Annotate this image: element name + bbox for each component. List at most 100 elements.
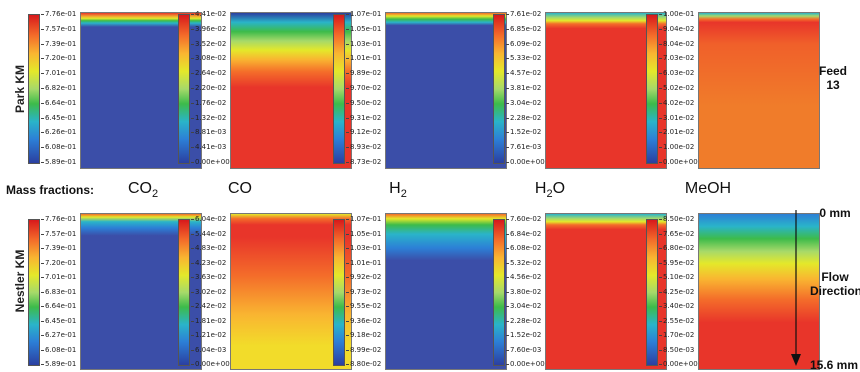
colorbar-bottom-co bbox=[178, 219, 190, 366]
species-h2o: H2O bbox=[534, 180, 566, 201]
colorbar-tick-label: 3.63e-02 bbox=[190, 273, 227, 281]
colorbar-tick-label: 2.28e-02 bbox=[505, 113, 542, 122]
flow-direction-label: Flow Direction bbox=[810, 270, 860, 298]
colorbar-tick-label: 1.05e-01 bbox=[345, 24, 382, 33]
colorbar-tick-label: 0.00e+00 bbox=[659, 360, 698, 368]
colorbar-tick-label: 9.55e-02 bbox=[345, 302, 382, 310]
colorbar-tick-label: 7.76e-01 bbox=[40, 215, 77, 223]
colorbar-ticks-bottom-meoh: 8.50e-02 7.65e-02 6.80e-02 5.95e-02 5.10e-02… bbox=[658, 215, 715, 368]
colorbar-tick-label: 4.41e-02 bbox=[190, 10, 227, 18]
colorbar-tick-label: 2.55e-02 bbox=[658, 316, 695, 325]
colorbar-tick-label: 2.28e-02 bbox=[505, 316, 542, 325]
colorbar-tick-label: 1.00e-02 bbox=[658, 143, 695, 152]
colorbar-bottom-h2 bbox=[333, 219, 345, 366]
colorbar-tick-label: 6.82e-01 bbox=[40, 84, 77, 92]
contour-bottom-meoh bbox=[698, 213, 820, 370]
colorbar-tick-label: 7.60e-03 bbox=[505, 345, 542, 354]
colorbar-ticks-top-co: 4.41e-02 3.96e-02 3.52e-02 3.08e-02 2.64e-02… bbox=[190, 10, 247, 166]
colorbar-tick-label: 2.64e-02 bbox=[190, 69, 227, 78]
colorbar-top-co2 bbox=[28, 14, 40, 164]
colorbar-tick-label: 8.50e-03 bbox=[658, 345, 695, 354]
colorbar-tick-label: 6.45e-01 bbox=[40, 113, 77, 122]
colorbar-tick-label: 1.05e-01 bbox=[345, 229, 382, 238]
colorbar-top-h2o bbox=[493, 14, 505, 164]
species-co2: CO2 bbox=[127, 180, 159, 201]
colorbar-tick-label: 4.02e-02 bbox=[658, 98, 695, 107]
colorbar-tick-label: 1.07e-01 bbox=[345, 10, 382, 18]
colorbar-tick-label: 2.42e-02 bbox=[190, 302, 227, 310]
colorbar-tick-label: 9.70e-02 bbox=[345, 84, 382, 92]
colorbar-tick-label: 1.07e-01 bbox=[345, 215, 382, 223]
species-co: CO bbox=[228, 180, 252, 197]
colorbar-tick-label: 7.20e-01 bbox=[40, 258, 77, 267]
colorbar-tick-label: 3.02e-02 bbox=[190, 287, 227, 296]
colorbar-tick-label: 9.50e-02 bbox=[345, 98, 382, 107]
colorbar-bottom-h2o bbox=[493, 219, 505, 366]
colorbar-tick-label: 8.93e-02 bbox=[345, 143, 382, 152]
colorbar-tick-label: 1.01e-01 bbox=[345, 54, 382, 63]
colorbar-tick-label: 5.95e-02 bbox=[658, 258, 695, 267]
colorbar-tick-label: 1.00e-01 bbox=[658, 10, 695, 18]
colorbar-tick-label: 5.33e-02 bbox=[505, 54, 542, 63]
mass-fractions-label: Mass fractions: bbox=[6, 183, 95, 197]
contour-top-co bbox=[230, 12, 352, 169]
colorbar-tick-label: 5.89e-01 bbox=[40, 360, 77, 368]
colorbar-tick-label: 0.00e+00 bbox=[659, 158, 698, 166]
colorbar-tick-label: 7.39e-01 bbox=[40, 39, 77, 48]
colorbar-tick-label: 5.32e-02 bbox=[505, 258, 542, 267]
colorbar-tick-label: 7.01e-01 bbox=[40, 69, 77, 78]
colorbar-tick-label: 7.01e-01 bbox=[40, 273, 77, 281]
colorbar-top-meoh bbox=[646, 14, 658, 164]
colorbar-tick-label: 7.57e-01 bbox=[40, 229, 77, 238]
colorbar-bottom-meoh bbox=[646, 219, 658, 366]
colorbar-tick-label: 5.89e-01 bbox=[40, 158, 77, 166]
colorbar-tick-label: 4.57e-02 bbox=[505, 69, 542, 78]
colorbar-ticks-bottom-h2: 1.07e-01 1.05e-01 1.03e-01 1.01e-01 9.92e-02… bbox=[345, 215, 402, 368]
colorbar-tick-label: 5.02e-02 bbox=[658, 84, 695, 92]
colorbar-ticks-bottom-co: 6.04e-02 5.44e-02 4.83e-02 4.23e-02 3.63e-02… bbox=[190, 215, 247, 368]
colorbar-tick-label: 2.01e-02 bbox=[658, 128, 695, 137]
colorbar-ticks-top-h2o: 7.61e-02 6.85e-02 6.09e-02 5.33e-02 4.57e-02… bbox=[505, 10, 562, 166]
colorbar-tick-label: 4.83e-02 bbox=[190, 244, 227, 252]
colorbar-tick-label: 7.39e-01 bbox=[40, 244, 77, 252]
colorbar-ticks-top-meoh: 1.00e-01 9.04e-02 8.04e-02 7.03e-02 6.03e-02… bbox=[658, 10, 715, 166]
colorbar-tick-label: 3.80e-02 bbox=[505, 287, 542, 296]
flow-direction-arrow bbox=[791, 210, 801, 366]
colorbar-tick-label: 9.04e-02 bbox=[658, 24, 695, 33]
colorbar-tick-label: 6.03e-02 bbox=[658, 69, 695, 78]
colorbar-tick-label: 1.03e-01 bbox=[345, 244, 382, 252]
colorbar-tick-label: 6.09e-02 bbox=[505, 39, 542, 48]
colorbar-tick-label: 8.99e-02 bbox=[345, 345, 382, 354]
colorbar-tick-label: 1.03e-01 bbox=[345, 39, 382, 48]
colorbar-tick-label: 7.65e-02 bbox=[658, 229, 695, 238]
colorbar-tick-label: 3.08e-02 bbox=[190, 54, 227, 63]
contour-bottom-co bbox=[230, 213, 352, 370]
colorbar-tick-label: 6.04e-03 bbox=[190, 345, 227, 354]
row-label-bottom: Nestler KM bbox=[13, 249, 27, 313]
species-meoh: MeOH bbox=[684, 180, 732, 197]
colorbar-tick-label: 1.01e-01 bbox=[345, 258, 382, 267]
colorbar-tick-label: 3.81e-02 bbox=[505, 84, 542, 92]
contour-top-meoh bbox=[698, 12, 820, 169]
colorbar-tick-label: 6.08e-02 bbox=[505, 244, 542, 252]
contour-top-h2 bbox=[385, 12, 507, 169]
colorbar-tick-label: 4.23e-02 bbox=[190, 258, 227, 267]
colorbar-ticks-top-h2: 1.07e-01 1.05e-01 1.03e-01 1.01e-01 9.89e-02… bbox=[345, 10, 402, 166]
species-h2: H2 bbox=[389, 180, 407, 201]
colorbar-ticks-top-co2: 7.76e-01 7.57e-01 7.39e-01 7.20e-01 7.01e-01… bbox=[40, 10, 97, 166]
colorbar-tick-label: 7.60e-02 bbox=[505, 215, 542, 223]
colorbar-tick-label: 6.26e-01 bbox=[40, 128, 77, 137]
feed-label: Feed 13 bbox=[818, 64, 847, 92]
colorbar-tick-label: 7.20e-01 bbox=[40, 54, 77, 63]
colorbar-tick-label: 6.27e-01 bbox=[40, 331, 77, 339]
colorbar-tick-label: 7.57e-01 bbox=[40, 24, 77, 33]
colorbar-tick-label: 1.81e-02 bbox=[190, 316, 227, 325]
colorbar-bottom-co2 bbox=[28, 219, 40, 366]
colorbar-tick-label: 8.81e-03 bbox=[190, 128, 227, 137]
colorbar-tick-label: 1.76e-02 bbox=[190, 98, 227, 107]
colorbar-tick-label: 3.96e-02 bbox=[190, 24, 227, 33]
colorbar-tick-label: 6.64e-01 bbox=[40, 98, 77, 107]
colorbar-tick-label: 6.08e-01 bbox=[40, 345, 77, 354]
colorbar-tick-label: 9.92e-02 bbox=[345, 273, 382, 281]
zero-mm-label: 0 mm bbox=[819, 206, 851, 220]
